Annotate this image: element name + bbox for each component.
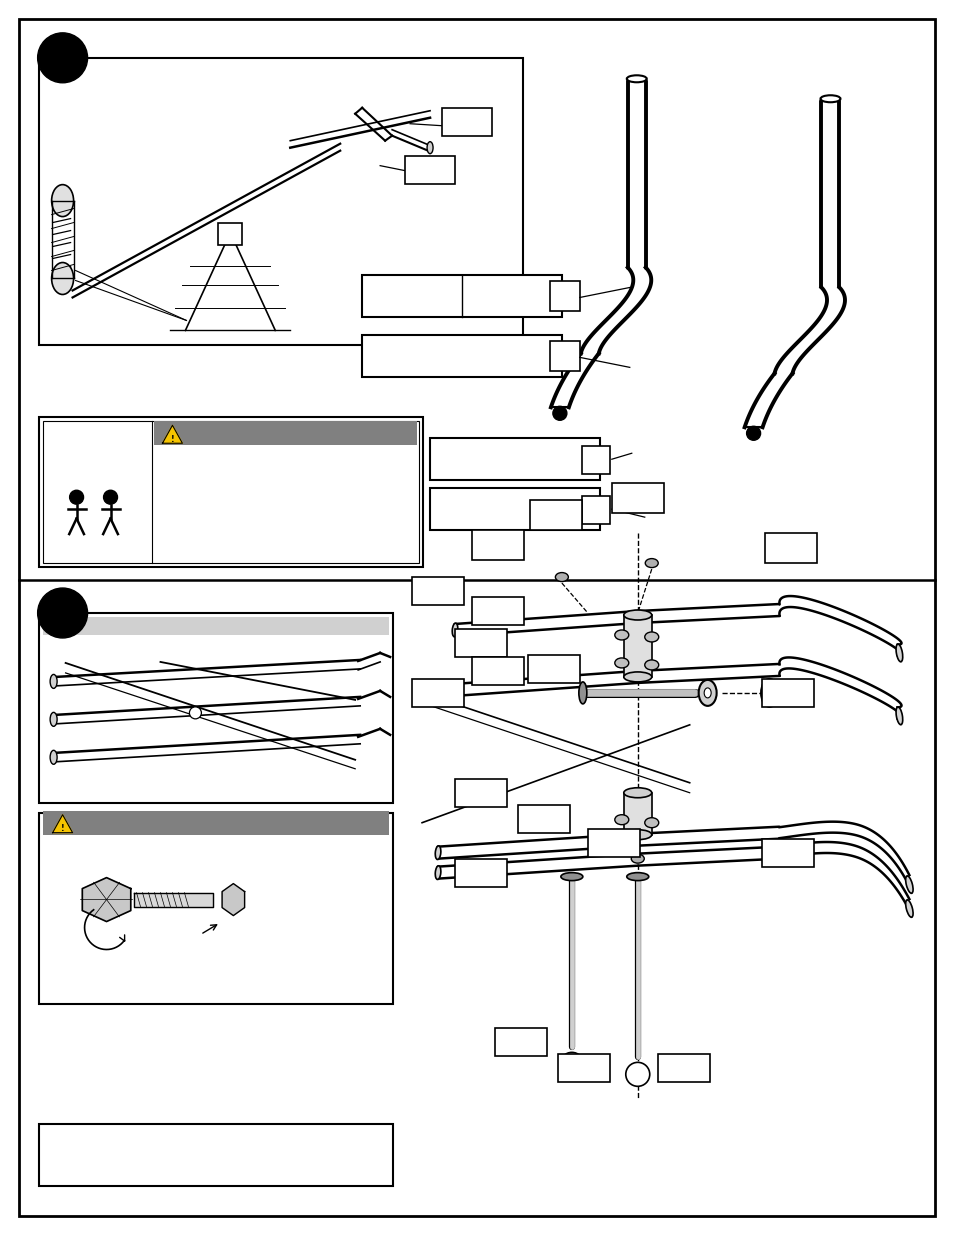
- Circle shape: [104, 490, 117, 504]
- Bar: [441, 107, 492, 136]
- Bar: [43, 810, 389, 835]
- Ellipse shape: [614, 658, 628, 668]
- Bar: [43, 421, 418, 563]
- Bar: [39, 1124, 393, 1186]
- Bar: [581, 496, 609, 524]
- Bar: [611, 483, 663, 514]
- Ellipse shape: [435, 846, 440, 860]
- Ellipse shape: [895, 706, 902, 725]
- Bar: [455, 858, 506, 887]
- Ellipse shape: [51, 713, 57, 726]
- Ellipse shape: [623, 788, 651, 798]
- Bar: [362, 275, 561, 317]
- Ellipse shape: [644, 818, 658, 827]
- Bar: [39, 813, 393, 1004]
- Ellipse shape: [631, 855, 643, 863]
- Bar: [39, 58, 522, 346]
- Ellipse shape: [904, 900, 912, 918]
- Bar: [430, 438, 599, 480]
- Ellipse shape: [560, 873, 582, 881]
- Ellipse shape: [614, 630, 628, 640]
- Bar: [455, 779, 506, 806]
- Bar: [527, 655, 579, 683]
- Text: !: !: [171, 435, 174, 443]
- Circle shape: [746, 426, 760, 440]
- Ellipse shape: [766, 688, 772, 698]
- Bar: [43, 618, 389, 635]
- Circle shape: [625, 1062, 649, 1087]
- Circle shape: [37, 33, 88, 83]
- Polygon shape: [162, 425, 182, 443]
- Ellipse shape: [435, 866, 440, 879]
- Ellipse shape: [895, 645, 902, 662]
- Bar: [517, 805, 569, 832]
- Ellipse shape: [51, 751, 57, 764]
- Bar: [39, 417, 422, 567]
- Bar: [529, 500, 581, 530]
- Bar: [472, 530, 523, 561]
- Ellipse shape: [760, 679, 778, 706]
- Ellipse shape: [452, 683, 457, 697]
- Circle shape: [559, 1052, 583, 1077]
- Circle shape: [553, 406, 566, 420]
- Ellipse shape: [644, 632, 658, 642]
- Bar: [587, 829, 639, 857]
- Ellipse shape: [626, 873, 648, 881]
- Bar: [39, 613, 393, 803]
- Bar: [495, 1029, 546, 1056]
- Ellipse shape: [51, 184, 73, 216]
- Bar: [549, 282, 579, 311]
- Bar: [760, 679, 813, 706]
- Bar: [623, 793, 651, 835]
- Ellipse shape: [614, 815, 628, 825]
- Bar: [430, 488, 599, 530]
- Bar: [218, 222, 242, 245]
- Circle shape: [37, 588, 88, 638]
- Bar: [549, 341, 579, 372]
- Ellipse shape: [904, 876, 912, 893]
- Ellipse shape: [51, 263, 73, 294]
- Circle shape: [190, 706, 201, 719]
- Ellipse shape: [427, 142, 433, 153]
- Ellipse shape: [623, 830, 651, 840]
- Ellipse shape: [644, 558, 658, 568]
- Polygon shape: [52, 815, 72, 832]
- Polygon shape: [222, 883, 244, 915]
- Ellipse shape: [578, 682, 586, 704]
- Bar: [763, 534, 816, 563]
- Bar: [472, 597, 523, 625]
- Text: !: !: [61, 824, 65, 834]
- Bar: [154, 421, 416, 446]
- Ellipse shape: [820, 95, 840, 103]
- Bar: [405, 156, 455, 184]
- Ellipse shape: [626, 75, 646, 83]
- Ellipse shape: [703, 688, 710, 698]
- Bar: [657, 1055, 709, 1082]
- Bar: [412, 577, 463, 605]
- Ellipse shape: [644, 659, 658, 669]
- Ellipse shape: [623, 610, 651, 620]
- Bar: [623, 615, 651, 677]
- Ellipse shape: [555, 573, 568, 582]
- Ellipse shape: [698, 680, 716, 706]
- Circle shape: [70, 490, 84, 504]
- Polygon shape: [82, 878, 131, 921]
- Ellipse shape: [452, 624, 457, 637]
- Bar: [581, 446, 609, 474]
- Polygon shape: [134, 893, 213, 906]
- Bar: [455, 629, 506, 657]
- Bar: [760, 839, 813, 867]
- Ellipse shape: [51, 674, 57, 688]
- Ellipse shape: [623, 672, 651, 682]
- Bar: [472, 657, 523, 685]
- Bar: [412, 679, 463, 706]
- Bar: [362, 336, 561, 378]
- Bar: [558, 1055, 609, 1082]
